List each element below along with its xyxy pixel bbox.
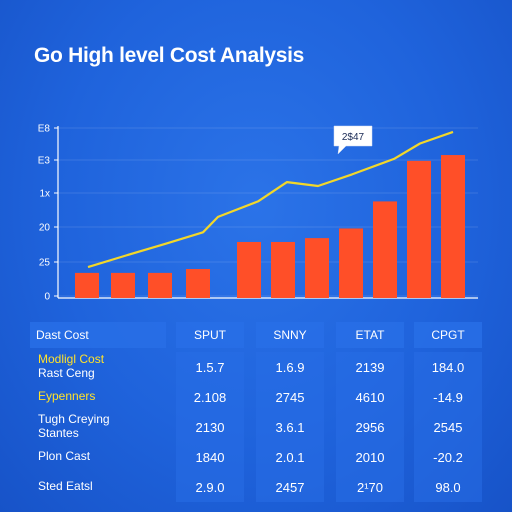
bar <box>75 272 99 298</box>
row-label: Plon Cast <box>38 449 91 463</box>
bar <box>407 160 431 298</box>
column-band <box>176 352 244 502</box>
table-cell: 1.5.7 <box>195 360 225 375</box>
header-col-1: SPUT <box>176 322 244 348</box>
y-tick-label: 20 <box>39 223 51 234</box>
row-label: Rast Ceng <box>38 366 95 380</box>
table-cell: 2956 <box>355 420 385 435</box>
row-label: Eypenners <box>38 389 96 403</box>
bar <box>441 155 465 298</box>
table-body: Modligl Cost Rast Ceng 1.5.7 1.6.9 2139 184.0… <box>30 352 482 502</box>
table-cell: 2745 <box>275 390 305 405</box>
table-cell: 2457 <box>275 480 305 495</box>
table-cell: -14.9 <box>433 390 463 405</box>
column-band <box>336 352 404 502</box>
table-cell: 2010 <box>355 450 385 465</box>
table-cell: 2545 <box>433 420 463 435</box>
table-cell: 2.9.0 <box>195 480 225 495</box>
table-cell: 4610 <box>355 390 385 405</box>
header-label: Dast Cost <box>30 322 166 348</box>
bar-line-chart: 0 25 20 1х Е3 Е8 2$47 <box>38 124 465 303</box>
table-cell: 98.0 <box>435 480 461 495</box>
table-cell: 2¹70 <box>356 480 384 495</box>
row-label: Tugh Creying <box>38 412 110 426</box>
table-cell: 1.6.9 <box>275 360 305 375</box>
table-cell: 2.0.1 <box>275 450 305 465</box>
row-label: Stantes <box>38 426 79 440</box>
column-band <box>256 352 324 502</box>
header-col-4: CPGT <box>414 322 482 348</box>
bar <box>305 238 329 298</box>
cost-table: Dast Cost SPUT SNNY ETAT CPGT Modligl Co… <box>30 320 482 502</box>
callout-box <box>333 125 373 155</box>
row-label: Sted Eatsl <box>38 479 93 493</box>
bar <box>186 269 210 298</box>
header-col-2: SNNY <box>256 322 324 348</box>
bar <box>339 228 363 298</box>
trend-line <box>87 130 454 269</box>
bar <box>271 241 295 298</box>
table-cell: 2130 <box>195 420 225 435</box>
chart-title: Go High level Cost Analysis <box>34 44 305 67</box>
y-tick-label: 25 <box>39 258 51 269</box>
bar <box>237 241 261 298</box>
table-cell: 3.6.1 <box>275 420 305 435</box>
table-header: Dast Cost SPUT SNNY ETAT CPGT <box>30 320 482 350</box>
table-cell: 2.108 <box>193 390 227 405</box>
y-tick-label: 1х <box>39 189 50 200</box>
bar <box>148 272 172 298</box>
table-cell: 184.0 <box>431 360 465 375</box>
y-tick-label: Е3 <box>38 156 51 167</box>
callout-label: 2$47 <box>342 132 365 143</box>
column-band <box>414 352 482 502</box>
table-cell: 1840 <box>195 450 225 465</box>
header-col-3: ETAT <box>336 322 404 348</box>
y-tick-label: Е8 <box>38 124 51 135</box>
y-tick-label: 0 <box>44 292 50 303</box>
row-label: Modligl Cost <box>38 352 105 366</box>
bar <box>373 201 397 298</box>
table-cell: 2139 <box>355 360 385 375</box>
table-cell: -20.2 <box>433 450 463 465</box>
bar <box>111 272 135 298</box>
